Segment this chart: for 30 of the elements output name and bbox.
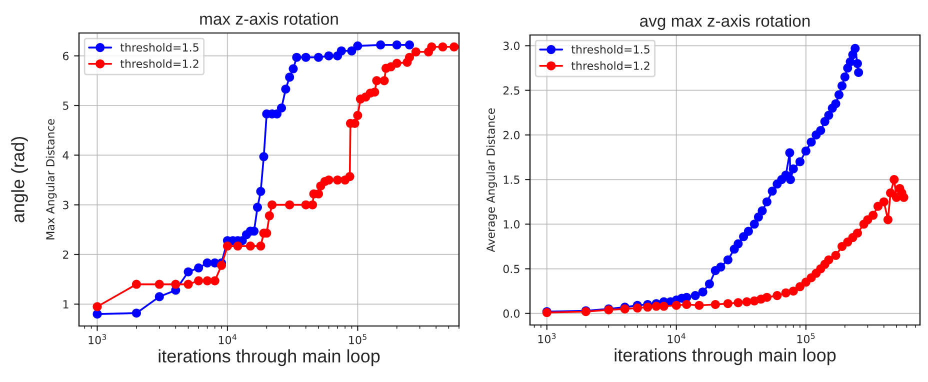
legend-label: threshold=1.5 [571,45,650,54]
y-tick-label: 2.5 [503,86,520,95]
y-tick-label: 2 [63,250,68,259]
y-tick-label: 1.5 [504,176,520,184]
y-tick-label: 3.0 [503,42,520,50]
y-tick-label: 1.0 [504,220,520,229]
x-tick-label: 10$^{5}$ [797,333,815,344]
chart-title: max z-axis rotation [200,12,338,25]
text: angle (rad) [11,136,28,222]
y-axis-title: Max Angular Distance [46,119,57,240]
y-tick-label: 6 [62,52,69,60]
chart-title: avg max z-axis rotation [640,14,810,30]
y-tick-label: 0.5 [503,264,520,274]
y-tick-label: 5 [63,102,68,110]
x-axis-title: iterations through main loop [158,349,380,366]
x-tick-label: 10$^{3}$ [88,334,106,344]
x-tick-label: 10$^{3}$ [538,333,556,344]
y-tick-label: 2.0 [503,130,520,140]
y-tick-label: 3 [63,200,68,210]
y-tick-label: 1 [63,300,68,308]
x-tick-label: 10$^{4}$ [218,334,236,344]
x-axis-title: iterations through main loop [614,348,836,366]
x-tick-label: 10$^{5}$ [349,334,366,344]
y-tick-label: 0.0 [503,309,520,318]
legend-label: threshold=1.2 [120,59,198,68]
legend-label: threshold=1.5 [120,43,198,52]
legend-label: threshold=1.2 [571,61,650,70]
y-axis-title: Average Angular Distance [486,108,498,252]
y-tick-label: 4 [62,151,69,160]
x-tick-label: 10$^{4}$ [668,333,686,344]
